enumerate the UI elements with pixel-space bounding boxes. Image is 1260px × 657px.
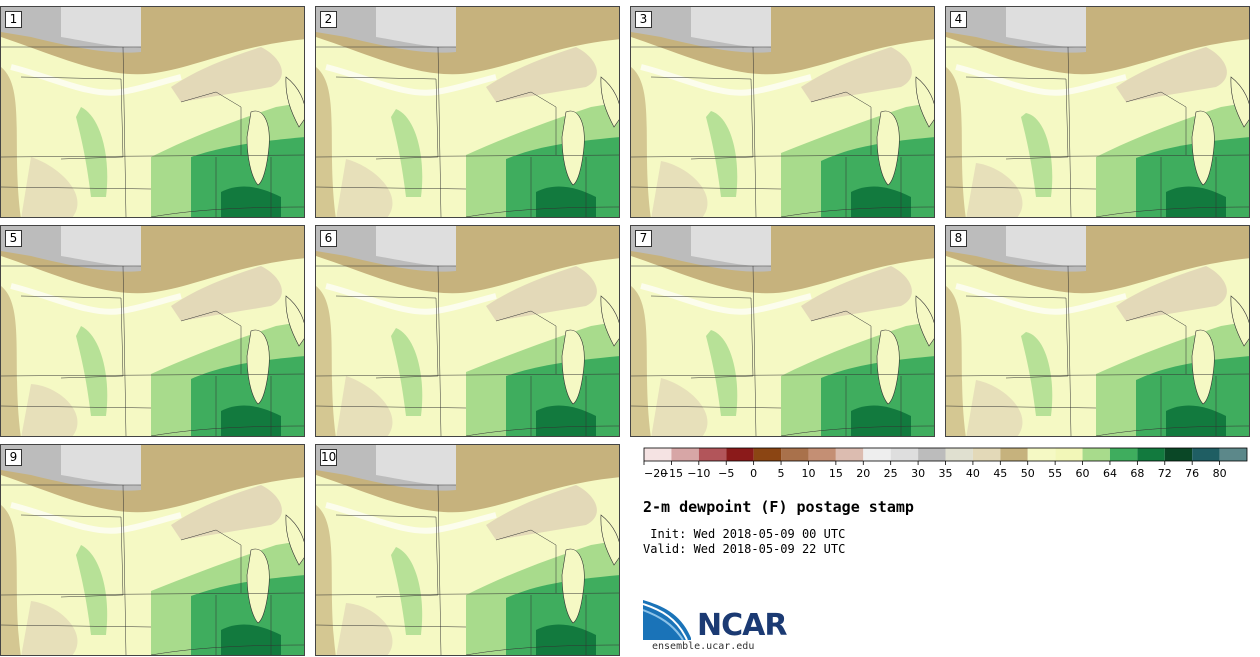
colorbar-tick-label: 5 xyxy=(778,467,785,480)
colorbar-tick-label: 30 xyxy=(911,467,925,480)
valid-time: Valid: Wed 2018-05-09 22 UTC xyxy=(643,542,846,556)
colorbar-tick-label: −15 xyxy=(660,467,683,480)
panel-number-label: 10 xyxy=(320,449,337,466)
colorbar-segment xyxy=(1137,448,1165,461)
colorbar-tick-label: −5 xyxy=(718,467,734,480)
colorbar-legend: −20−15 −10 −5 0 5 10 15 20 25 30 35 40 45 50 55 60 64 68 7… xyxy=(643,447,1248,480)
map-panel: 3 xyxy=(630,6,935,218)
colorbar-tick-label: 20 xyxy=(856,467,870,480)
colorbar-segment xyxy=(1055,448,1083,461)
logo-url: ensemble.ucar.edu xyxy=(652,641,755,652)
colorbar-tick-label: 10 xyxy=(801,467,815,480)
dewpoint-map xyxy=(946,226,1249,436)
colorbar-segment xyxy=(644,448,672,461)
colorbar-segment xyxy=(835,448,864,461)
colorbar-tick-label: 68 xyxy=(1130,467,1144,480)
dewpoint-map xyxy=(631,226,934,436)
panel-number-label: 1 xyxy=(5,11,22,28)
colorbar-segment xyxy=(1027,448,1056,461)
colorbar-tick-label: 0 xyxy=(750,467,757,480)
colorbar-segment xyxy=(808,448,836,461)
panel-number-label: 5 xyxy=(5,230,22,247)
panel-number-label: 6 xyxy=(320,230,337,247)
colorbar-segment xyxy=(1164,448,1193,461)
map-panel: 10 xyxy=(315,444,620,656)
panel-number-label: 8 xyxy=(950,230,967,247)
colorbar-tick-label: 50 xyxy=(1021,467,1035,480)
colorbar-segment xyxy=(863,448,891,461)
colorbar-segment xyxy=(972,448,1001,461)
map-panel: 5 xyxy=(0,225,305,437)
colorbar-segment xyxy=(1109,448,1138,461)
colorbar-segment xyxy=(781,448,809,461)
colorbar-segment xyxy=(1082,448,1110,461)
colorbar-segment xyxy=(1192,448,1220,461)
dewpoint-map xyxy=(316,226,619,436)
panel-number-label: 3 xyxy=(635,11,652,28)
ncar-wordmark: NCAR xyxy=(697,608,787,643)
colorbar-tick-label: −20 xyxy=(644,467,667,480)
dewpoint-map xyxy=(946,7,1249,217)
colorbar-tick-label: 40 xyxy=(966,467,980,480)
panel-number-label: 4 xyxy=(950,11,967,28)
colorbar-segment xyxy=(726,448,754,461)
map-panel: 7 xyxy=(630,225,935,437)
init-time: Init: Wed 2018-05-09 00 UTC xyxy=(643,527,846,541)
colorbar-segment xyxy=(698,448,727,461)
dewpoint-map xyxy=(1,7,304,217)
colorbar-segment xyxy=(945,448,973,461)
colorbar-tick-label: 64 xyxy=(1103,467,1117,480)
colorbar-tick-label: 35 xyxy=(939,467,953,480)
colorbar-segment xyxy=(1000,448,1028,461)
colorbar-segment xyxy=(753,448,782,461)
colorbar-segment xyxy=(1219,448,1247,461)
panel-number-label: 7 xyxy=(635,230,652,247)
dewpoint-map xyxy=(1,226,304,436)
colorbar-tick-label: 60 xyxy=(1076,467,1090,480)
map-panel: 9 xyxy=(0,444,305,656)
ncar-logo-icon xyxy=(643,600,691,641)
colorbar-tick-label: 76 xyxy=(1185,467,1199,480)
colorbar-segment xyxy=(918,448,946,461)
map-panel: 2 xyxy=(315,6,620,218)
map-panel: 8 xyxy=(945,225,1250,437)
colorbar-tick-label: 55 xyxy=(1048,467,1062,480)
map-panel: 4 xyxy=(945,6,1250,218)
figure-title: 2-m dewpoint (F) postage stamp xyxy=(643,498,914,516)
colorbar-segment xyxy=(890,448,919,461)
dewpoint-map xyxy=(631,7,934,217)
panel-number-label: 2 xyxy=(320,11,337,28)
colorbar-tick-label: 25 xyxy=(884,467,898,480)
map-panel: 6 xyxy=(315,225,620,437)
colorbar-tick-label: 72 xyxy=(1158,467,1172,480)
colorbar-tick-label: 80 xyxy=(1213,467,1227,480)
colorbar-tick-label: −10 xyxy=(687,467,710,480)
dewpoint-map xyxy=(316,445,619,655)
map-panel: 1 xyxy=(0,6,305,218)
dewpoint-map xyxy=(1,445,304,655)
dewpoint-map xyxy=(316,7,619,217)
panel-number-label: 9 xyxy=(5,449,22,466)
colorbar-tick-label: 45 xyxy=(993,467,1007,480)
colorbar-tick-label: 15 xyxy=(829,467,843,480)
colorbar-segment xyxy=(671,448,699,461)
